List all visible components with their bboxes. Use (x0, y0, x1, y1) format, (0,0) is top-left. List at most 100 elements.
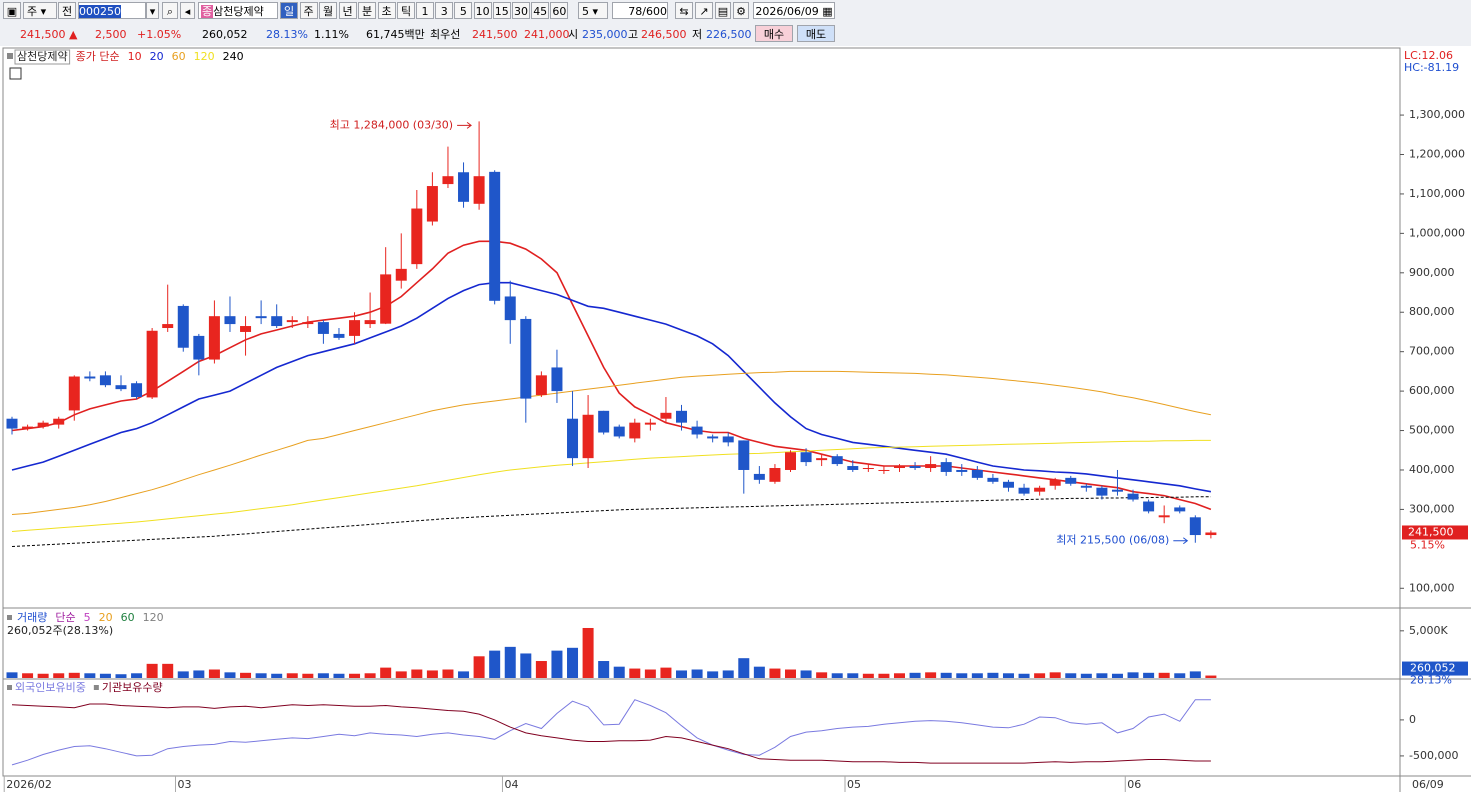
period-button[interactable]: 초 (377, 2, 396, 19)
candle-body (971, 469, 983, 478)
candle-body (489, 171, 501, 301)
candle-body (411, 208, 423, 265)
volume-bar (380, 667, 392, 678)
minute-button[interactable]: 3 (435, 2, 454, 19)
icon-button[interactable]: ▤ (715, 2, 731, 19)
candle-body (1065, 477, 1077, 484)
candle-body (442, 176, 454, 185)
icon-button[interactable]: ⇆ (675, 2, 693, 19)
label: 시 (568, 28, 579, 41)
icon-button[interactable]: ↗ (695, 2, 713, 19)
select[interactable]: 5 ▾ (578, 2, 608, 19)
name-box: 종삼천당제약 (198, 2, 278, 19)
candle-body (380, 274, 392, 324)
ma-line (11, 496, 1211, 547)
candle-body (676, 410, 688, 423)
candle-body (271, 316, 283, 327)
volume-bar (567, 647, 579, 678)
open: 235,000 (582, 28, 628, 41)
y-tick-label: 300,000 (1409, 502, 1455, 515)
bid: 241,000 (524, 28, 570, 41)
ma-line (11, 240, 1212, 511)
minute-button[interactable]: 10 (473, 2, 492, 19)
candle-body (707, 436, 719, 439)
candle-body (240, 326, 252, 332)
volume-bar (707, 671, 719, 678)
y-tick-label: 1,100,000 (1409, 187, 1465, 200)
volume-bar (208, 669, 220, 678)
candle-body (878, 469, 890, 471)
candle-body (1143, 501, 1155, 512)
minute-button[interactable]: 60 (550, 2, 569, 19)
minute-button[interactable]: 15 (492, 2, 511, 19)
volume-bar (1143, 672, 1155, 678)
high: 246,500 (641, 28, 687, 41)
candle-body (22, 426, 34, 429)
volume-bar (504, 646, 516, 678)
candle-body (551, 367, 563, 392)
legend-entry: 120 (194, 50, 215, 63)
select[interactable]: 주 ▾ (23, 2, 57, 19)
candle-body (68, 376, 80, 411)
search[interactable]: ⌕ (162, 2, 178, 19)
candle-body (925, 464, 937, 469)
buy-button[interactable]: 매수 (755, 25, 793, 42)
volume-bar (1127, 672, 1139, 678)
minute-button[interactable]: 30 (512, 2, 530, 19)
candle-body (349, 320, 361, 336)
icon-button[interactable]: ◂ (180, 2, 195, 19)
button[interactable]: 전 (58, 2, 76, 19)
toolbar: ▣ 주 ▾ 전 000250 ▾ ⌕ ◂ 종삼천당제약 일 주 월 년 분 초 틱 1 3 5 10… (0, 0, 1471, 23)
period-button[interactable]: 주 (299, 2, 318, 19)
y-tick-label: 1,200,000 (1409, 148, 1465, 161)
candle-body (208, 316, 220, 360)
minute-button[interactable]: 45 (531, 2, 550, 19)
candle-body (567, 418, 579, 459)
volume-bar (6, 672, 18, 678)
volume-bar (893, 673, 905, 678)
period-button[interactable]: 틱 (397, 2, 415, 19)
line (11, 699, 1211, 766)
volume-bar (53, 673, 65, 678)
minute-button[interactable]: 1 (416, 2, 434, 19)
period-button[interactable]: 년 (338, 2, 357, 19)
volume-bar (1189, 671, 1201, 678)
price-tag-label: 241,500 (1408, 525, 1454, 538)
volume-bar (878, 673, 890, 678)
legend-box (14, 49, 71, 65)
icon-button[interactable]: ⚙ (733, 2, 749, 19)
count: 78 (628, 5, 643, 18)
code-input[interactable]: 000250 (78, 2, 146, 19)
dropdown[interactable]: ▾ (146, 2, 159, 19)
ma-line (11, 439, 1211, 532)
label: 저 (692, 28, 703, 41)
candle-body (224, 316, 236, 325)
period-button[interactable]: 분 (358, 2, 376, 19)
volume-bar (753, 666, 765, 678)
candle-body (162, 324, 174, 329)
arrow (1173, 537, 1189, 545)
y-tick-label: 900,000 (1409, 266, 1455, 279)
candle-body (1189, 517, 1201, 536)
volume-bar (785, 669, 796, 678)
y-tick-label: 0 (1409, 713, 1416, 726)
candle-body (84, 376, 96, 379)
candle-body (37, 422, 49, 427)
period-button[interactable]: 월 (319, 2, 337, 19)
icon-button[interactable]: ▣ (3, 2, 21, 19)
volume-bar (598, 661, 610, 678)
period-button[interactable]: 일 (280, 2, 298, 19)
volume-bar (551, 650, 563, 678)
x-tick-label: 06/09 (1412, 778, 1444, 791)
ma-line (11, 370, 1212, 515)
date-input[interactable]: 2026/06/09 ▦ (753, 2, 835, 19)
volume-ratio: 28.13% (266, 28, 308, 41)
volume-bar (956, 673, 968, 678)
minute-button[interactable]: 5 (454, 2, 473, 19)
candle-body (1018, 487, 1030, 494)
volume-bar (411, 669, 423, 678)
sell-button[interactable]: 매도 (797, 25, 835, 42)
legend-icon (7, 53, 13, 59)
legend-entry: 20 (99, 611, 113, 624)
candle-body (177, 305, 189, 348)
